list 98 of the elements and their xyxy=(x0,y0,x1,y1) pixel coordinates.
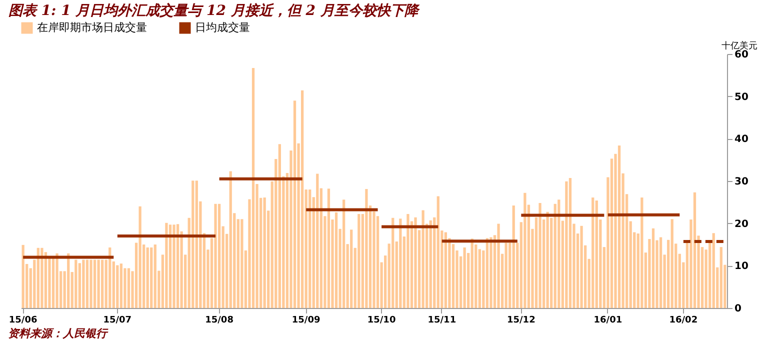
bar xyxy=(252,68,255,308)
bar xyxy=(429,220,432,308)
bar xyxy=(154,244,156,308)
bar xyxy=(86,260,89,308)
bar xyxy=(470,238,474,308)
y-tick-label: 10 xyxy=(734,261,748,272)
bar xyxy=(22,244,24,308)
bar xyxy=(90,260,92,308)
bar xyxy=(120,264,123,308)
y-tick-label: 40 xyxy=(734,134,748,146)
bar xyxy=(108,247,112,308)
bar xyxy=(195,180,198,308)
bar xyxy=(463,247,466,308)
bar xyxy=(565,181,568,308)
bar xyxy=(150,247,153,308)
bar xyxy=(327,188,330,308)
x-tick-label: 15/10 xyxy=(367,316,396,326)
bar xyxy=(300,90,304,308)
x-tick-label: 16/02 xyxy=(669,316,698,326)
bar xyxy=(308,189,312,308)
bar xyxy=(659,237,662,308)
bar xyxy=(504,242,508,308)
x-tick-label: 15/08 xyxy=(205,316,234,326)
y-axis-title: 十亿美元 xyxy=(722,40,758,52)
bar xyxy=(240,219,244,308)
bar xyxy=(146,247,149,308)
y-tick-label: 30 xyxy=(734,176,748,188)
bar xyxy=(436,196,440,308)
bar xyxy=(74,260,78,308)
bar xyxy=(568,178,572,308)
bar xyxy=(100,260,104,308)
x-tick-label: 15/12 xyxy=(506,316,536,326)
x-tick-label: 16/01 xyxy=(594,316,622,326)
bar xyxy=(444,232,448,308)
y-tick-label: 20 xyxy=(734,218,748,230)
bar xyxy=(168,224,172,308)
bar xyxy=(595,200,598,308)
bar xyxy=(36,248,40,308)
legend-label: 在岸即期市场日成交量 xyxy=(37,21,147,34)
bar xyxy=(78,263,81,308)
bar xyxy=(640,198,644,308)
bar xyxy=(554,204,556,308)
bar xyxy=(116,265,119,308)
bar xyxy=(538,203,542,308)
bar xyxy=(56,253,58,308)
bar xyxy=(316,174,319,308)
bar xyxy=(580,226,583,308)
bar xyxy=(490,237,492,308)
bar xyxy=(712,233,715,308)
bar xyxy=(365,189,368,308)
x-tick-label: 15/11 xyxy=(428,316,456,326)
bar xyxy=(422,210,424,308)
text: 资料来源：人民银行 xyxy=(8,326,110,341)
bar xyxy=(618,145,621,308)
bar xyxy=(524,192,526,308)
bar xyxy=(97,260,100,308)
bar xyxy=(592,198,594,308)
bar xyxy=(229,171,232,308)
bar xyxy=(263,198,266,308)
bar xyxy=(358,214,360,308)
x-tick-label: 15/09 xyxy=(292,316,320,326)
bar xyxy=(350,230,353,308)
bar xyxy=(399,218,402,308)
bar xyxy=(406,214,410,308)
bar xyxy=(546,212,549,308)
bar xyxy=(652,228,655,308)
y-tick-label: 50 xyxy=(734,92,748,103)
bar xyxy=(558,200,560,308)
bar xyxy=(82,260,85,308)
bar xyxy=(512,206,515,308)
bar xyxy=(342,200,346,308)
bar xyxy=(293,100,296,308)
bar xyxy=(486,238,489,308)
y-tick-label: 60 xyxy=(734,50,748,60)
bar xyxy=(693,192,696,308)
bar xyxy=(176,224,180,308)
bar xyxy=(392,218,394,308)
x-tick-label: 15/07 xyxy=(103,316,132,326)
bar xyxy=(670,219,674,308)
bar xyxy=(278,144,281,308)
bar xyxy=(214,204,217,308)
bar xyxy=(720,247,722,308)
bar xyxy=(93,260,96,308)
y-tick-label: 0 xyxy=(734,304,742,314)
bar xyxy=(334,212,338,308)
bar xyxy=(414,217,417,308)
bar xyxy=(44,252,48,308)
bar xyxy=(218,204,221,308)
chart-title: 图表 1: 1 月日均外汇成交量与 12 月接近，但 2 月至今较快下降 xyxy=(8,2,420,19)
bar xyxy=(192,180,194,308)
bar xyxy=(497,224,500,308)
x-tick-label: 15/06 xyxy=(8,316,38,326)
bar xyxy=(172,224,176,308)
bar xyxy=(40,248,44,308)
bar xyxy=(138,206,142,308)
bar xyxy=(165,222,168,308)
bar xyxy=(127,268,130,308)
legend-label: 日均成交量 xyxy=(195,21,250,34)
